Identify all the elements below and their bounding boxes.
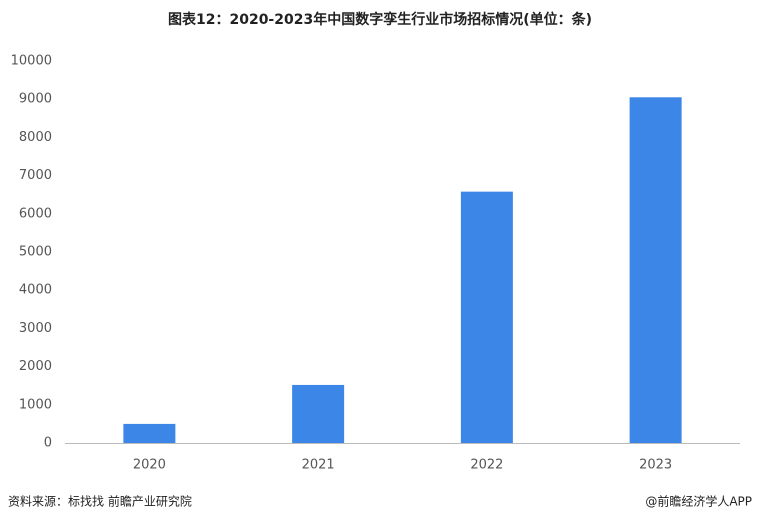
y-tick-label: 7000 bbox=[19, 168, 52, 183]
bar bbox=[460, 191, 513, 443]
x-tick-label: 2021 bbox=[302, 458, 335, 473]
y-tick-label: 8000 bbox=[19, 130, 52, 145]
footer: @前瞻经济学人APP bbox=[645, 494, 752, 509]
bar bbox=[123, 423, 176, 443]
y-tick-label: 5000 bbox=[19, 245, 52, 260]
y-tick-label: 4000 bbox=[19, 283, 52, 298]
x-tick-label: 2020 bbox=[133, 458, 166, 473]
x-tick-label: 2022 bbox=[470, 458, 503, 473]
y-tick-label: 10000 bbox=[11, 54, 52, 69]
source: 资料来源：标找找 前瞻产业研究院 bbox=[8, 494, 192, 509]
chart-title: 图表12：2020-2023年中国数字孪生行业市场招标情况(单位：条) bbox=[168, 11, 592, 28]
bar bbox=[629, 97, 682, 443]
y-tick-label: 3000 bbox=[19, 321, 52, 336]
y-tick-label: 9000 bbox=[19, 92, 52, 107]
bar bbox=[292, 384, 345, 443]
y-tick-label: 0 bbox=[44, 436, 52, 451]
y-tick-label: 1000 bbox=[19, 397, 52, 412]
y-tick-label: 2000 bbox=[19, 359, 52, 374]
y-tick-label: 6000 bbox=[19, 206, 52, 221]
x-tick-label: 2023 bbox=[639, 458, 672, 473]
